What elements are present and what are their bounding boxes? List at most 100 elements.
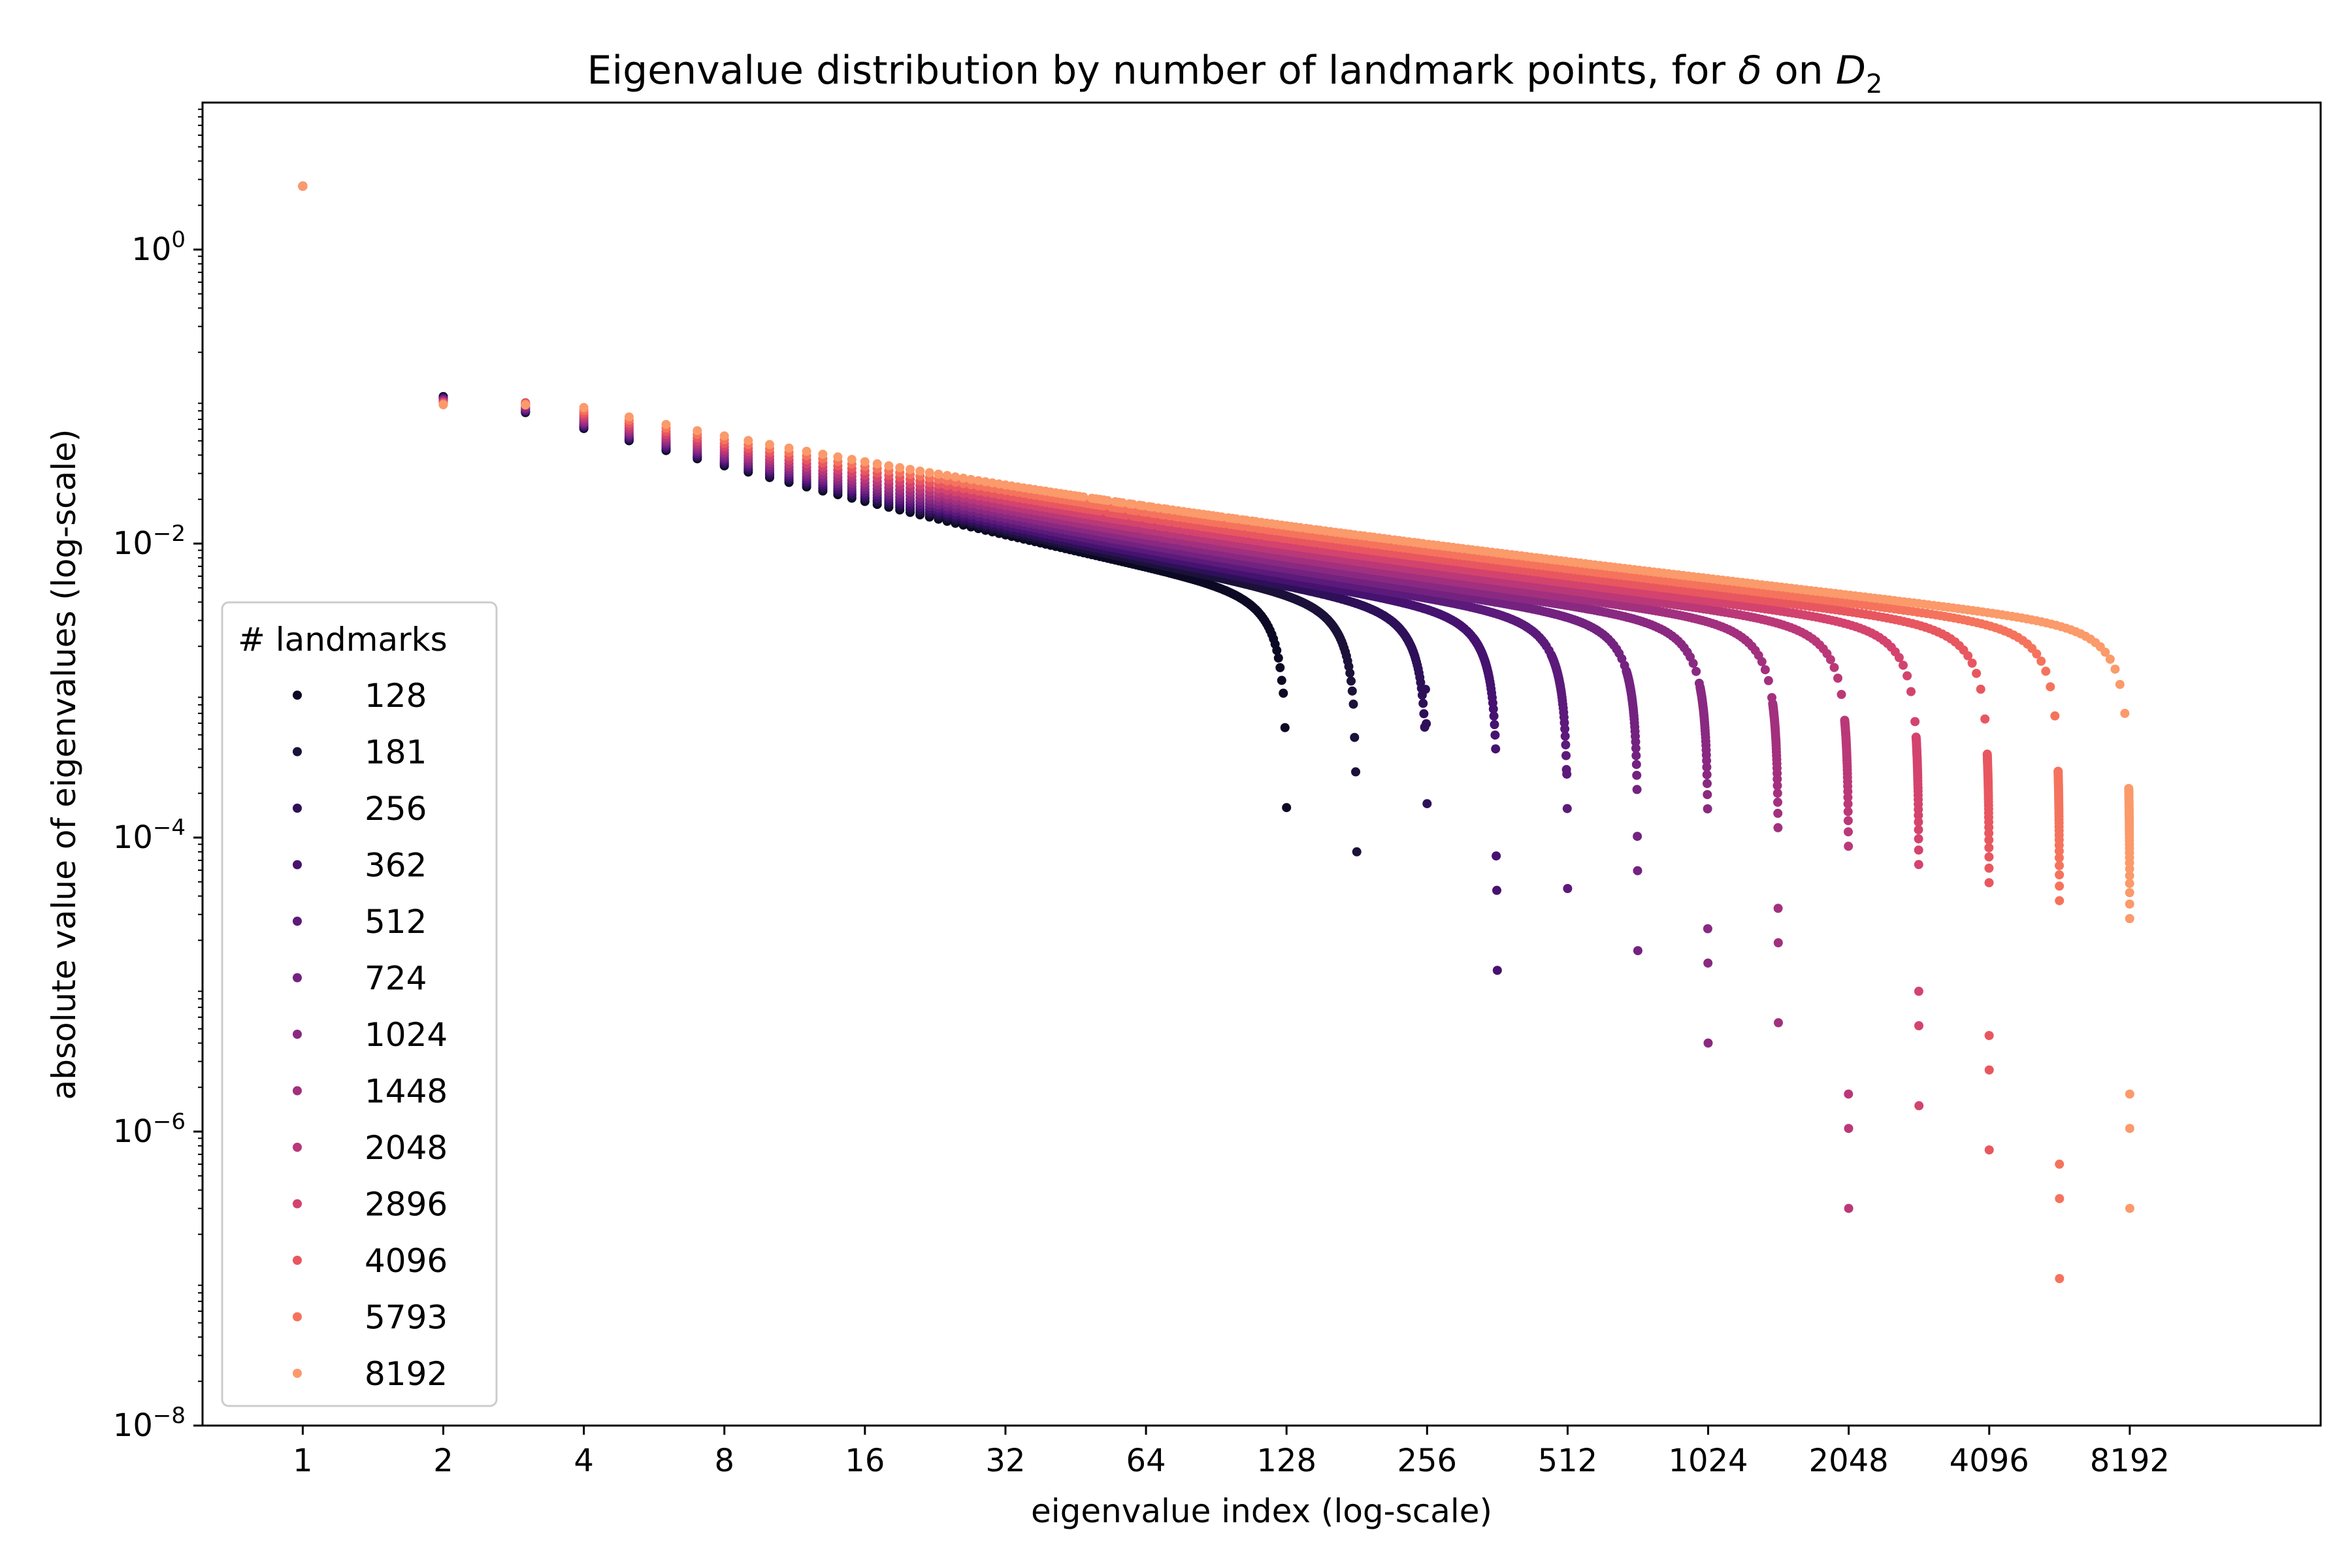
data-point (1633, 832, 1642, 841)
data-point (1772, 774, 1782, 784)
data-point (1275, 662, 1285, 672)
chart-title: Eigenvalue distribution by number of lan… (587, 48, 1883, 99)
x-tick-label: 4096 (1950, 1443, 2029, 1479)
data-point (521, 400, 531, 410)
plot-area-frame (201, 101, 2322, 1427)
data-point (906, 465, 915, 474)
data-point (1899, 661, 1908, 670)
data-point (1984, 1065, 1994, 1075)
data-point (1972, 668, 1982, 678)
data-point (579, 402, 589, 412)
data-point (1984, 863, 1994, 873)
data-point (1563, 884, 1573, 893)
legend-entry-label: 8192 (365, 1355, 448, 1393)
data-point (1843, 799, 1853, 809)
data-point (981, 477, 990, 487)
data-point (1980, 714, 1990, 724)
legend-marker (293, 1256, 302, 1265)
legend-marker (293, 973, 302, 983)
data-point (1703, 790, 1712, 800)
data-point (1773, 823, 1783, 832)
data-point (1773, 808, 1783, 818)
data-point (1914, 987, 1923, 996)
legend-entry-label: 724 (365, 960, 427, 998)
data-point (1103, 496, 1113, 506)
legend-marker (293, 860, 302, 870)
y-tick-label: 100 (131, 227, 186, 268)
series-2048-points (298, 181, 1854, 1213)
data-point (884, 461, 894, 470)
x-tick-label: 4 (574, 1443, 594, 1479)
data-point (1984, 878, 1994, 888)
data-point (2125, 914, 2134, 923)
legend-marker (293, 1369, 302, 1378)
data-point (1333, 629, 1343, 639)
y-axis-label: absolute value of eigenvalues (log-scale… (45, 429, 83, 1100)
data-point (951, 472, 960, 482)
x-axis-ticks: 1 2 4 8 16 32 64 128 256 512 1024 2048 4096 8192 (293, 1426, 2170, 1479)
legend-marker (293, 1143, 302, 1152)
data-point (1422, 719, 1431, 728)
x-tick-label: 16 (845, 1443, 885, 1479)
legend-entry-label: 2896 (365, 1186, 448, 1224)
series-8192-points (298, 181, 2134, 1213)
legend-entry-label: 1024 (365, 1016, 448, 1054)
data-point (1488, 698, 1497, 708)
data-point (1419, 709, 1429, 719)
data-point (1079, 492, 1088, 502)
data-point (1703, 958, 1713, 968)
data-point (1562, 769, 1572, 779)
data-point (1631, 760, 1641, 770)
x-tick-label: 256 (1397, 1443, 1457, 1479)
data-point (1413, 661, 1422, 670)
data-point (2055, 1159, 2065, 1169)
data-point (1773, 904, 1783, 913)
data-point (1843, 792, 1853, 802)
legend-entry-label: 256 (365, 790, 427, 828)
data-point (942, 470, 952, 480)
data-point (2125, 1089, 2134, 1099)
data-point (1702, 756, 1712, 766)
x-axis-label: eigenvalue index (log-scale) (1031, 1492, 1492, 1530)
data-point (860, 457, 870, 466)
data-point (2125, 1124, 2134, 1134)
data-point (2041, 666, 2051, 676)
data-point (298, 181, 308, 191)
data-point (1279, 689, 1288, 698)
data-point (1984, 852, 1994, 862)
data-point (1490, 730, 1500, 740)
data-point (1984, 828, 1994, 838)
legend-marker (293, 804, 302, 813)
data-point (1318, 610, 1328, 620)
data-point (1277, 676, 1286, 685)
data-point (1914, 860, 1923, 870)
data-point (765, 440, 774, 449)
x-tick-label: 2 (433, 1443, 453, 1479)
scatter-points (298, 181, 2134, 1283)
series-4096-points (298, 181, 1994, 1155)
data-point (1760, 665, 1770, 675)
data-point (1352, 847, 1362, 857)
legend-entry-label: 5793 (365, 1299, 448, 1337)
data-point (1844, 1089, 1854, 1099)
data-point (1341, 651, 1351, 661)
legend-entry-label: 362 (365, 847, 427, 885)
data-point (2125, 1203, 2134, 1213)
data-point (2105, 655, 2115, 664)
legend-entry-label: 128 (365, 677, 427, 715)
data-point (1984, 1031, 1994, 1040)
data-point (1418, 698, 1428, 708)
legend-title: # landmarks (238, 621, 448, 659)
x-tick-label: 64 (1126, 1443, 1166, 1479)
data-point (1702, 762, 1712, 772)
data-point (1492, 966, 1502, 975)
data-point (1903, 671, 1912, 681)
legend-marker (293, 1030, 302, 1039)
data-point (847, 455, 857, 465)
data-point (1347, 676, 1356, 686)
data-point (1914, 825, 1923, 834)
data-point (1416, 683, 1426, 693)
data-point (1558, 696, 1567, 706)
data-point (1486, 680, 1495, 690)
data-point (2032, 649, 2042, 659)
